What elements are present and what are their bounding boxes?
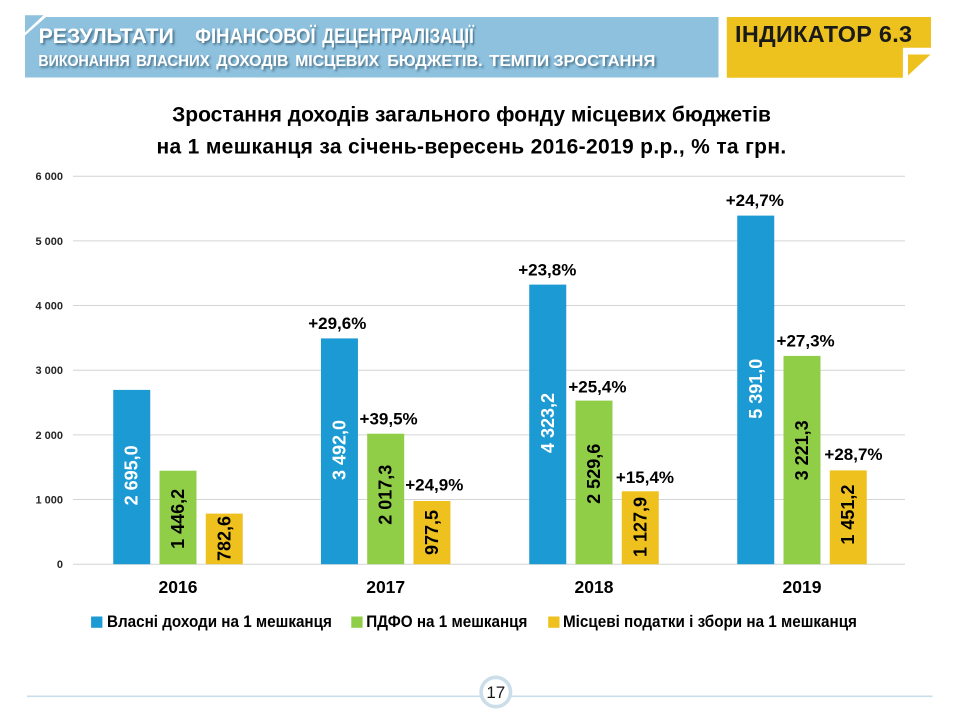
svg-text:МІСЦЕВИХ: МІСЦЕВИХ <box>295 53 379 70</box>
svg-text:РЕЗУЛЬТАТИ: РЕЗУЛЬТАТИ <box>39 24 174 48</box>
svg-text:2018: 2018 <box>575 577 614 597</box>
svg-text:Місцеві податки і збори на 1 м: Місцеві податки і збори на 1 мешканця <box>563 612 857 631</box>
svg-text:Зростання доходів загального ф: Зростання доходів загального фонду місце… <box>172 103 771 126</box>
svg-text:+28,7%: +28,7% <box>824 445 882 464</box>
svg-text:1 000: 1 000 <box>35 495 63 507</box>
svg-text:4 000: 4 000 <box>35 301 63 313</box>
svg-text:1 446,2: 1 446,2 <box>168 489 188 549</box>
svg-text:17: 17 <box>486 683 505 702</box>
svg-text:5 000: 5 000 <box>35 236 63 248</box>
svg-text:+29,6%: +29,6% <box>308 314 366 333</box>
svg-text:ІНДИКАТОР 6.3: ІНДИКАТОР 6.3 <box>735 21 912 47</box>
svg-text:782,6: 782,6 <box>214 516 234 561</box>
svg-text:ВИКОНАННЯ: ВИКОНАННЯ <box>38 52 129 70</box>
svg-text:0: 0 <box>57 559 63 571</box>
svg-text:2 695,0: 2 695,0 <box>122 445 142 505</box>
svg-text:3 221,3: 3 221,3 <box>792 420 812 480</box>
svg-text:6 000: 6 000 <box>35 171 63 183</box>
svg-text:ТЕМПИ: ТЕМПИ <box>489 52 549 69</box>
svg-text:+39,5%: +39,5% <box>360 409 418 428</box>
svg-text:ВЛАСНИХ: ВЛАСНИХ <box>136 52 210 70</box>
svg-text:на 1 мешканця за січень-вересе: на 1 мешканця за січень-вересень 2016-20… <box>156 136 786 159</box>
svg-text:ФІНАНСОВОЇ: ФІНАНСОВОЇ <box>195 23 316 48</box>
svg-text:+24,7%: +24,7% <box>726 191 784 210</box>
svg-text:ДЕЦЕНТРАЛІЗАЦІЇ: ДЕЦЕНТРАЛІЗАЦІЇ <box>322 25 474 48</box>
svg-text:Власні доходи на 1 мешканця: Власні доходи на 1 мешканця <box>107 612 332 631</box>
svg-text:2 529,6: 2 529,6 <box>584 444 604 504</box>
svg-text:+15,4%: +15,4% <box>616 468 674 487</box>
svg-text:4 323,2: 4 323,2 <box>538 393 558 453</box>
svg-text:БЮДЖЕТІВ.: БЮДЖЕТІВ. <box>387 52 482 70</box>
svg-text:ПДФО на 1 мешканця: ПДФО на 1 мешканця <box>366 612 527 631</box>
svg-text:+23,8%: +23,8% <box>518 260 576 279</box>
svg-text:2017: 2017 <box>366 577 405 597</box>
svg-text:977,5: 977,5 <box>422 510 442 555</box>
svg-text:1 451,2: 1 451,2 <box>838 485 858 545</box>
svg-text:2 000: 2 000 <box>35 430 63 442</box>
svg-text:2016: 2016 <box>159 577 198 597</box>
svg-text:2019: 2019 <box>783 577 822 597</box>
svg-text:5 391,0: 5 391,0 <box>746 359 766 419</box>
svg-text:+27,3%: +27,3% <box>777 331 835 350</box>
svg-text:+24,9%: +24,9% <box>405 475 463 494</box>
svg-text:ДОХОДІВ: ДОХОДІВ <box>216 53 288 70</box>
svg-text:ЗРОСТАННЯ: ЗРОСТАННЯ <box>553 52 655 70</box>
svg-text:3 492,0: 3 492,0 <box>329 420 349 480</box>
svg-text:+25,4%: +25,4% <box>568 377 626 396</box>
svg-text:1 127,9: 1 127,9 <box>630 497 650 557</box>
svg-text:2 017,3: 2 017,3 <box>376 465 396 525</box>
svg-text:3 000: 3 000 <box>35 365 63 377</box>
